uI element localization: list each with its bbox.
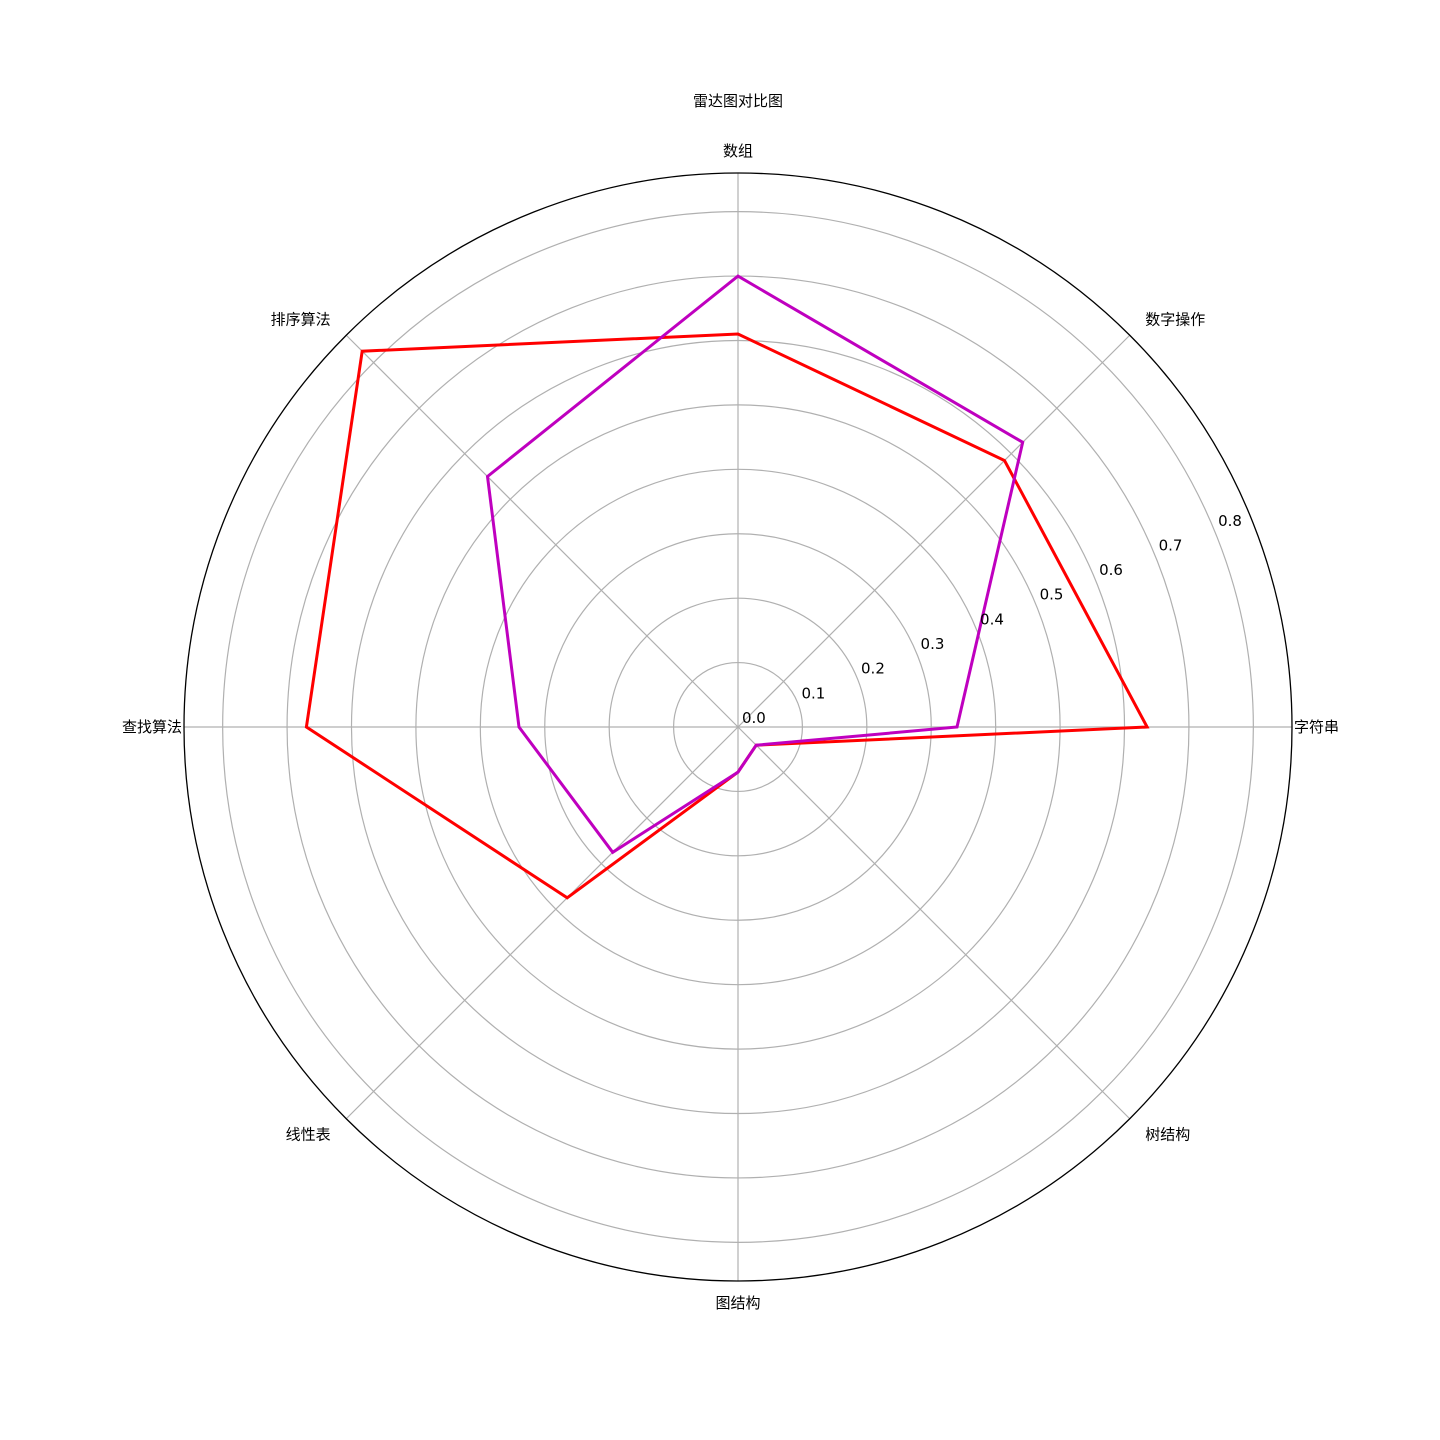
category-label: 数字操作	[1145, 311, 1205, 329]
radial-tick-label: 0.2	[861, 660, 885, 678]
series-line-1	[304, 332, 1150, 900]
grid-spoke	[345, 726, 739, 1120]
series-layer	[304, 274, 1150, 900]
chart-title: 雷达图对比图	[693, 92, 783, 110]
radial-tick-label: 0.7	[1159, 536, 1183, 554]
category-label: 图结构	[715, 1294, 760, 1312]
grid-layer	[183, 172, 1293, 1282]
category-label: 数组	[723, 142, 753, 160]
radial-tick-label: 0.6	[1099, 561, 1123, 579]
series-line-2	[485, 274, 1025, 855]
radial-tick-label: 0.0	[742, 709, 766, 727]
radial-tick-labels: 0.0 0.1 0.2 0.3 0.4 0.5 0.6 0.7 0.8	[742, 512, 1242, 727]
category-label: 字符串	[1294, 718, 1339, 736]
category-label: 排序算法	[271, 311, 331, 329]
radial-tick-label: 0.1	[802, 684, 826, 702]
radial-tick-label: 0.4	[980, 610, 1004, 628]
radial-tick-label: 0.8	[1218, 512, 1242, 530]
grid-spoke	[737, 334, 1131, 728]
grid-spoke	[737, 726, 1131, 1120]
radial-tick-label: 0.3	[921, 635, 945, 653]
category-label: 查找算法	[122, 718, 182, 736]
radial-tick-label: 0.5	[1040, 586, 1064, 604]
grid-spoke	[345, 334, 739, 728]
outer-frame	[183, 172, 1293, 1282]
category-label: 树结构	[1145, 1125, 1190, 1143]
category-label: 线性表	[286, 1125, 331, 1143]
